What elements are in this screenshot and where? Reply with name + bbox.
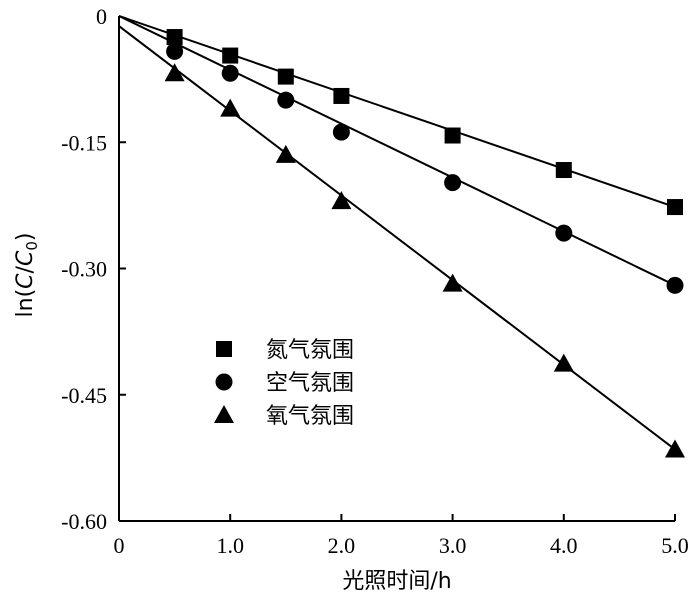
fit-line-square <box>118 15 676 209</box>
x-tick-label: 4.0 <box>550 533 578 558</box>
data-point-circle <box>221 64 239 82</box>
data-point-circle <box>332 123 350 141</box>
data-point-triangle <box>442 273 463 292</box>
y-axis-title: ln(C/C0) <box>13 233 41 318</box>
data-point-circle <box>166 42 184 60</box>
fit-line-triangle <box>118 25 676 451</box>
data-point-circle <box>444 174 462 192</box>
data-point-triangle <box>164 63 185 82</box>
legend-label: 氧气氛围 <box>266 404 354 429</box>
data-point-triangle <box>553 353 574 372</box>
data-point-triangle <box>665 439 685 458</box>
legend-marker-circle <box>215 373 233 391</box>
fit-line-circle <box>118 15 676 287</box>
data-point-square <box>555 162 572 179</box>
x-tick-label: 5.0 <box>661 533 689 558</box>
x-tick-label: 0 <box>114 533 125 558</box>
data-point-circle <box>555 224 573 242</box>
x-tick-label: 2.0 <box>328 533 356 558</box>
data-point-square <box>222 47 239 64</box>
legend-marker-triangle <box>214 405 234 423</box>
y-tick-label: -0.45 <box>61 383 107 408</box>
data-point-triangle <box>331 191 352 210</box>
x-tick-label: 1.0 <box>216 533 244 558</box>
y-tick-label: 0 <box>96 4 107 29</box>
data-point-triangle <box>275 144 296 163</box>
x-tick-label: 3.0 <box>439 533 467 558</box>
y-tick-label: -0.30 <box>61 257 107 282</box>
data-point-square <box>333 87 350 104</box>
data-point-circle <box>277 91 295 109</box>
y-tick-label: -0.15 <box>61 130 107 155</box>
data-point-square <box>277 68 294 85</box>
data-point-circle <box>666 276 684 294</box>
data-point-square <box>667 199 683 216</box>
x-axis-title: 光照时间/h <box>342 569 451 594</box>
legend-label: 空气氛围 <box>266 371 354 396</box>
data-point-square <box>166 29 183 46</box>
svg-text:ln(C/C0): ln(C/C0) <box>13 233 41 318</box>
legend-marker-square <box>216 341 232 357</box>
data-point-square <box>444 127 461 144</box>
data-point-triangle <box>220 98 241 117</box>
y-tick-label: -0.60 <box>61 509 107 534</box>
legend-label: 氮气氛围 <box>266 338 354 363</box>
